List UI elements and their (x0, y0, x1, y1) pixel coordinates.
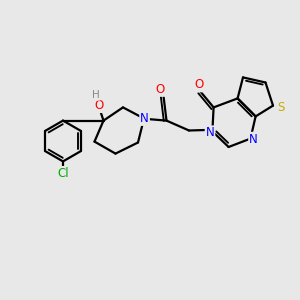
Text: N: N (249, 133, 258, 146)
Text: N: N (140, 112, 149, 125)
Text: S: S (278, 100, 285, 114)
Text: H: H (92, 90, 100, 100)
Text: O: O (94, 99, 103, 112)
Text: Cl: Cl (57, 167, 68, 180)
Text: N: N (206, 126, 214, 140)
Text: O: O (194, 78, 203, 92)
Text: O: O (155, 83, 164, 96)
